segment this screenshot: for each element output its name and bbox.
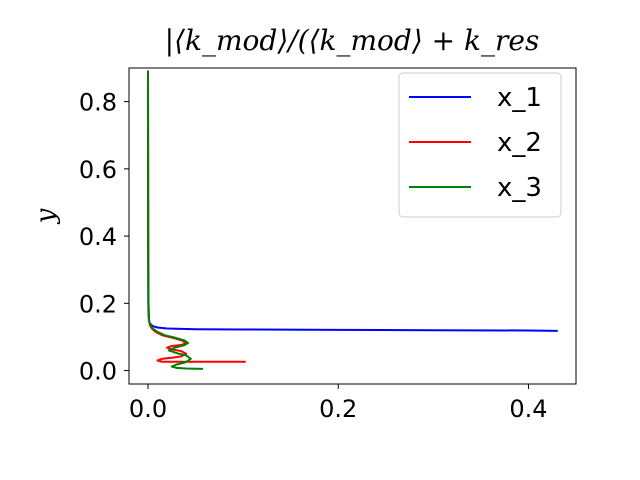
series-line-3 xyxy=(147,70,204,370)
y-axis-label: y xyxy=(31,208,61,224)
legend-label-1: x_1 xyxy=(497,83,542,113)
series-layer xyxy=(147,70,558,370)
x-axis: 0.0 0.2 0.4 xyxy=(129,384,548,423)
x-tick-label: 0.2 xyxy=(319,395,357,423)
legend-label-2: x_2 xyxy=(497,128,542,158)
y-tick-label: 0.4 xyxy=(79,223,117,251)
y-axis: 0.0 0.2 0.4 0.6 0.8 xyxy=(79,89,129,386)
y-tick-label: 0.0 xyxy=(79,358,117,386)
legend: x_1 x_2 x_3 xyxy=(398,72,562,218)
chart-title: |⟨k_mod⟩/(⟨k_mod⟩ + k_res xyxy=(165,24,540,57)
plot-area-frame xyxy=(128,67,577,385)
y-tick-label: 0.6 xyxy=(79,156,117,184)
legend-box xyxy=(398,72,562,218)
legend-label-3: x_3 xyxy=(497,173,542,203)
y-tick-label: 0.2 xyxy=(79,290,117,318)
y-tick-label: 0.8 xyxy=(79,89,117,117)
x-tick-label: 0.0 xyxy=(129,395,167,423)
x-tick-label: 0.4 xyxy=(509,395,547,423)
